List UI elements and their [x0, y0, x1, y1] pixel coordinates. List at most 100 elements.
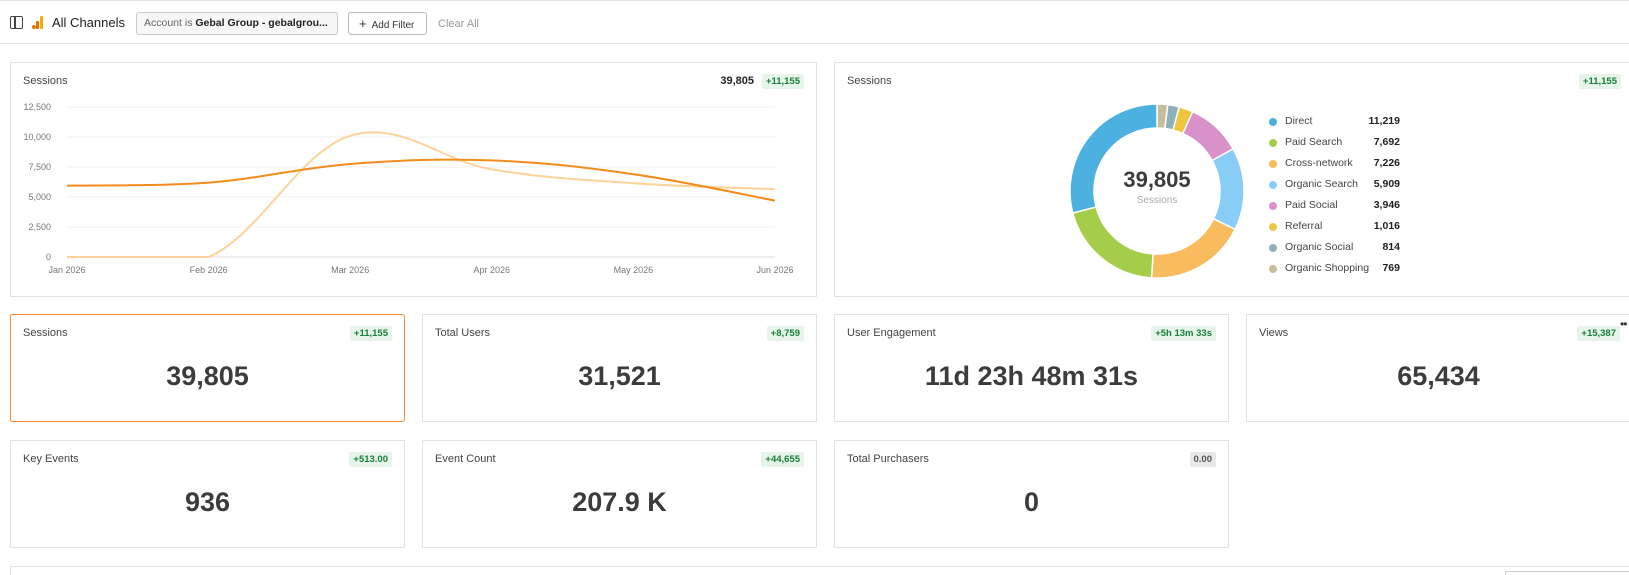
donut-chart: 39,805 Sessions: [1067, 101, 1247, 281]
analytics-logo-icon: [32, 16, 44, 29]
legend-value: 769: [1382, 262, 1400, 274]
legend-value: 3,946: [1373, 199, 1400, 211]
delta-badge: +11,155: [349, 326, 392, 341]
account-filter-chip[interactable]: Account is Gebal Group - gebalgrou...: [136, 12, 338, 35]
delta-badge: +513.00: [349, 452, 392, 467]
legend-name: Organic Social: [1285, 241, 1354, 253]
metric-value: 207.9 K: [572, 487, 667, 517]
metric-card-sessions[interactable]: Sessions +11,155 39,805: [10, 314, 405, 422]
legend-item[interactable]: Cross-network 7,226: [1269, 157, 1419, 178]
next-section-edge: [10, 566, 1629, 575]
filter-prefix: Account is: [144, 17, 196, 29]
legend-value: 814: [1382, 241, 1400, 253]
legend-value: 1,016: [1373, 220, 1400, 232]
legend-value: 7,692: [1373, 136, 1400, 148]
legend-item[interactable]: Organic Social 814: [1269, 241, 1419, 262]
delta-badge: +11,155: [1578, 74, 1621, 89]
metric-card-key-events[interactable]: Key Events +513.00 936: [10, 440, 405, 548]
legend-item[interactable]: Organic Shopping 769: [1269, 262, 1419, 283]
legend-dot-icon: [1269, 118, 1277, 126]
x-tick-label: Jun 2026: [756, 265, 793, 275]
sessions-line-chart: 0 2,500 5,000 7,500 10,000 12,500 Jan 2026 Feb …: [23, 102, 793, 275]
legend-name: Organic Shopping: [1285, 262, 1370, 274]
sessions-donut-card: Sessions +11,155 39,805 Sessions Direct 1…: [834, 62, 1629, 297]
donut-center-value: 39,805: [1123, 167, 1191, 192]
x-tick-label: Feb 2026: [190, 265, 228, 275]
legend-dot-icon: [1269, 181, 1277, 189]
add-filter-label: Add Filter: [371, 20, 415, 31]
donut-center: 39,805 Sessions: [1067, 167, 1247, 206]
metric-title: User Engagement: [847, 327, 936, 339]
x-tick-label: May 2026: [614, 265, 654, 275]
legend-dot-icon: [1269, 223, 1277, 231]
legend-name: Organic Search: [1285, 178, 1358, 190]
metric-value: 936: [184, 487, 231, 517]
legend-dot-icon: [1269, 139, 1277, 147]
card-title: Sessions: [23, 75, 68, 87]
donut-slice[interactable]: [1069, 103, 1158, 214]
y-tick-label: 12,500: [23, 102, 51, 112]
y-tick-label: 2,500: [28, 222, 51, 232]
metric-title: Views: [1259, 327, 1289, 339]
series-line: [66, 131, 776, 259]
metric-value: 31,521: [578, 361, 661, 391]
sessions-total: 39,805: [720, 75, 754, 87]
donut-slice[interactable]: [1150, 217, 1237, 279]
series-line: [66, 158, 776, 202]
metric-title: Total Purchasers: [847, 453, 929, 465]
metric-value: 11d 23h 48m 31s: [924, 361, 1139, 391]
metric-title: Sessions: [23, 327, 68, 339]
sessions-line-card: Sessions 39,805 +11,155 0 2,500 5,000 7,500…: [10, 62, 817, 297]
legend-item[interactable]: Referral 1,016: [1269, 220, 1419, 241]
legend-value: 5,909: [1373, 178, 1400, 190]
delta-badge: +11,155: [761, 74, 804, 89]
delta-badge: +8,759: [766, 326, 804, 341]
more-options-icon[interactable]: ••: [1620, 317, 1627, 331]
metric-card-total-users[interactable]: Total Users +8,759 31,521: [422, 314, 817, 422]
donut-legend: Direct 11,219 Paid Search 7,692 Cross-networ…: [1269, 115, 1419, 283]
legend-name: Cross-network: [1285, 157, 1353, 169]
legend-dot-icon: [1269, 244, 1277, 252]
add-filter-button[interactable]: + Add Filter: [348, 12, 427, 35]
legend-name: Paid Search: [1285, 136, 1343, 148]
delta-badge: +5h 13m 33s: [1151, 326, 1216, 341]
metric-value: 39,805: [166, 361, 249, 391]
filter-value: Gebal Group - gebalgrou...: [195, 17, 328, 29]
next-section-control: [1505, 571, 1629, 575]
metric-card-total-purchasers[interactable]: Total Purchasers 0.00 0: [834, 440, 1229, 548]
x-tick-label: Jan 2026: [48, 265, 85, 275]
metric-card-event-count[interactable]: Event Count +44,655 207.9 K: [422, 440, 817, 548]
legend-item[interactable]: Paid Search 7,692: [1269, 136, 1419, 157]
legend-item[interactable]: Paid Social 3,946: [1269, 199, 1419, 220]
legend-value: 11,219: [1368, 115, 1400, 127]
legend-dot-icon: [1269, 265, 1277, 273]
y-tick-label: 7,500: [28, 162, 51, 172]
plus-icon: +: [359, 16, 367, 31]
legend-dot-icon: [1269, 202, 1277, 210]
legend-item[interactable]: Direct 11,219: [1269, 115, 1419, 136]
card-title: Sessions: [847, 75, 892, 87]
metric-title: Total Users: [435, 327, 491, 339]
y-tick-label: 0: [46, 252, 51, 262]
delta-badge: +44,655: [761, 452, 804, 467]
legend-item[interactable]: Organic Search 5,909: [1269, 178, 1419, 199]
metric-value: 65,434: [1397, 361, 1480, 391]
donut-center-label: Sessions: [1136, 195, 1178, 206]
donut-slice[interactable]: [1071, 206, 1154, 279]
legend-name: Referral: [1285, 220, 1323, 232]
sidebar-toggle-icon[interactable]: [10, 16, 23, 29]
x-tick-label: Mar 2026: [331, 265, 369, 275]
metric-value: 0: [1023, 487, 1040, 517]
legend-value: 7,226: [1373, 157, 1400, 169]
x-tick-label: Apr 2026: [474, 265, 511, 275]
metric-card-user-engagement[interactable]: User Engagement +5h 13m 33s 11d 23h 48m …: [834, 314, 1229, 422]
clear-all-link[interactable]: Clear All: [438, 18, 479, 30]
delta-badge: +15,387: [1577, 326, 1620, 341]
legend-name: Direct: [1285, 115, 1313, 127]
legend-name: Paid Social: [1285, 199, 1338, 211]
metric-card-views[interactable]: Views +15,387 65,434: [1246, 314, 1629, 422]
page-title: All Channels: [52, 15, 125, 30]
delta-badge: 0.00: [1189, 452, 1216, 467]
y-tick-label: 10,000: [23, 132, 51, 142]
top-bar: All Channels Account is Gebal Group - ge…: [0, 0, 1629, 44]
